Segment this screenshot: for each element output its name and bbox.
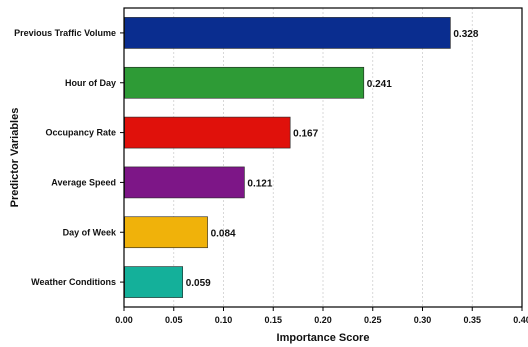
category-label: Previous Traffic Volume	[14, 28, 116, 38]
value-labels: 0.328 0.241 0.167 0.121 0.084 0.059	[186, 29, 479, 289]
bar	[124, 17, 451, 49]
x-tick-label: 0.00	[115, 315, 133, 325]
x-tick-label: 0.30	[414, 315, 432, 325]
bars	[124, 17, 451, 298]
data-label: 0.167	[293, 129, 318, 140]
category-labels: Previous Traffic Volume Hour of Day Occupa…	[14, 28, 124, 287]
bar	[124, 166, 245, 199]
data-label: 0.241	[367, 79, 392, 90]
bar	[124, 266, 184, 298]
data-label: 0.084	[211, 228, 236, 239]
data-label: 0.059	[186, 278, 211, 289]
category-label: Day of Week	[63, 227, 117, 237]
data-label: 0.328	[453, 29, 478, 40]
plot-frame	[123, 7, 523, 308]
x-tick-label: 0.05	[165, 315, 183, 325]
category-label: Hour of Day	[65, 78, 116, 88]
bar	[124, 66, 365, 99]
bar	[124, 116, 291, 149]
category-label: Average Speed	[51, 177, 116, 187]
y-axis-title: Predictor Variables	[9, 108, 21, 208]
grid-lines	[173, 8, 473, 307]
data-label: 0.121	[247, 178, 272, 189]
x-tick-label: 0.15	[264, 315, 282, 325]
x-tick-label: 0.20	[314, 315, 332, 325]
category-label: Occupancy Rate	[45, 128, 116, 138]
x-axis-ticks: 0.00 0.05 0.10 0.15 0.20 0.25 0.30 0.35 0.40	[115, 307, 528, 325]
x-tick-label: 0.10	[215, 315, 233, 325]
bar	[124, 216, 208, 249]
x-tick-label: 0.40	[513, 315, 528, 325]
x-tick-label: 0.25	[364, 315, 382, 325]
x-tick-label: 0.35	[463, 315, 481, 325]
category-label: Weather Conditions	[31, 277, 116, 287]
x-axis-title: Importance Score	[277, 332, 370, 344]
